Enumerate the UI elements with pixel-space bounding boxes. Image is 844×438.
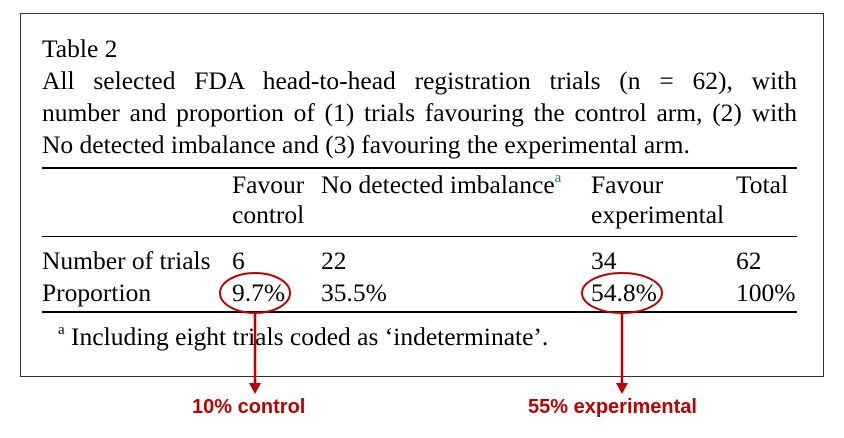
bottom-rule	[42, 311, 797, 313]
header-no-imbalance: No detected imbalancea	[321, 170, 562, 199]
top-rule	[42, 167, 797, 169]
caption-line-1: All selected FDA head-to-head registrati…	[42, 66, 797, 95]
control-annotation-label: 10% control	[192, 396, 306, 418]
table-label: Table 2	[42, 34, 118, 63]
cell-none-count: 22	[321, 246, 347, 275]
header-footnote-mark: a	[554, 170, 562, 186]
cell-experimental-proportion: 54.8%	[591, 278, 657, 307]
footnote: a Including eight trials coded as ‘indet…	[58, 322, 549, 351]
cell-total-count: 62	[736, 246, 762, 275]
footnote-mark: a	[58, 322, 65, 338]
control-arrowhead	[249, 383, 261, 394]
experimental-highlight-circle	[581, 272, 663, 314]
cell-total-proportion: 100%	[736, 278, 796, 307]
header-favour-experimental-line-1: Favour	[591, 170, 664, 199]
experimental-arrowhead	[616, 383, 628, 394]
header-favour-experimental-line-2: experimental	[591, 200, 725, 229]
header-favour-control-line-1: Favour	[232, 170, 305, 199]
header-favour-control-line-2: control	[232, 200, 305, 229]
cell-experimental-count: 34	[591, 246, 617, 275]
control-highlight-circle	[219, 272, 291, 314]
caption-line-2: number and proportion of (1) trials favo…	[42, 98, 797, 127]
caption-line-3: No detected imbalance and (3) favouring …	[42, 130, 690, 159]
cell-none-proportion: 35.5%	[321, 278, 387, 307]
cell-control-count: 6	[232, 246, 245, 275]
row-label-number-of-trials: Number of trials	[42, 246, 211, 275]
header-rule	[42, 236, 797, 237]
header-total: Total	[736, 170, 789, 199]
cell-control-proportion: 9.7%	[232, 278, 286, 307]
table-frame	[20, 13, 824, 377]
row-label-proportion: Proportion	[42, 278, 152, 307]
experimental-annotation-label: 55% experimental	[528, 396, 697, 418]
